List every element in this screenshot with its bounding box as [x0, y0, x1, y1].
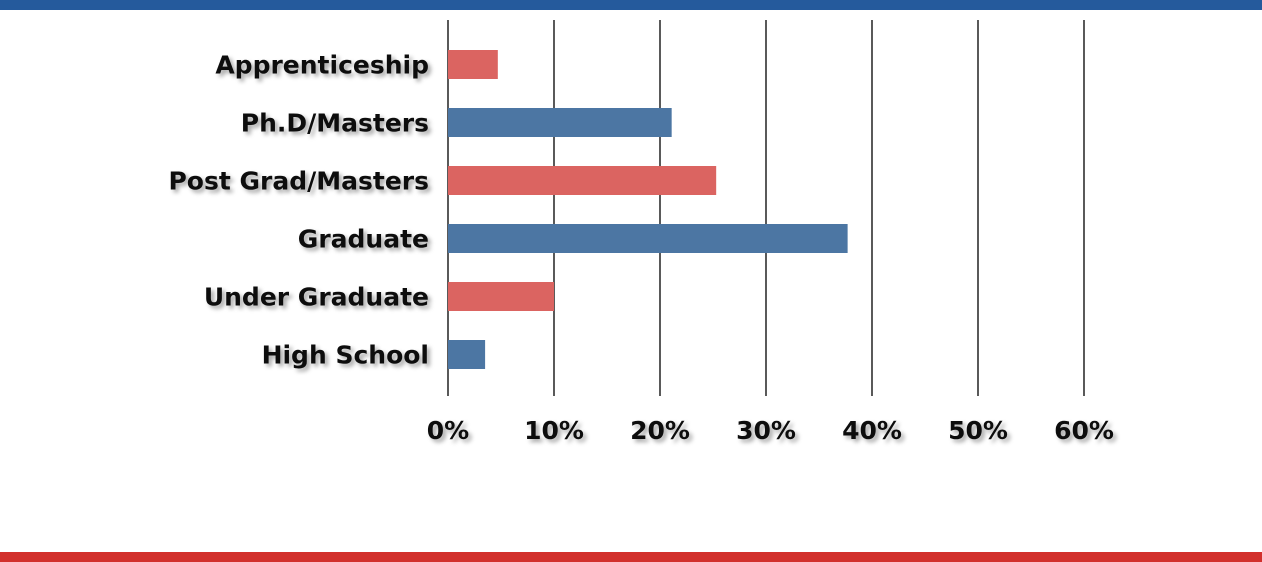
x-tick-label: 50%: [948, 416, 1008, 445]
x-tick-label: 40%: [842, 416, 902, 445]
bar-graduate: [448, 224, 848, 253]
bar-ph-d-masters: [448, 108, 672, 137]
x-tick-label: 20%: [630, 416, 690, 445]
category-label: Under Graduate: [204, 283, 429, 312]
bar-post-grad-masters: [448, 166, 717, 195]
category-label: High School: [262, 341, 429, 370]
x-tick-label: 0%: [427, 416, 469, 445]
category-label: Graduate: [298, 225, 429, 254]
top-accent-band: [0, 0, 1262, 10]
bottom-accent-band: [0, 552, 1262, 562]
category-label: Ph.D/Masters: [241, 109, 429, 138]
x-tick-label: 30%: [736, 416, 796, 445]
x-tick-label: 10%: [524, 416, 584, 445]
bar-apprenticeship: [448, 50, 498, 79]
bar-under-graduate: [448, 282, 554, 311]
category-label: Apprenticeship: [215, 51, 429, 80]
x-tick-label: 60%: [1054, 416, 1114, 445]
category-label: Post Grad/Masters: [168, 167, 429, 196]
bar-high-school: [448, 340, 486, 369]
